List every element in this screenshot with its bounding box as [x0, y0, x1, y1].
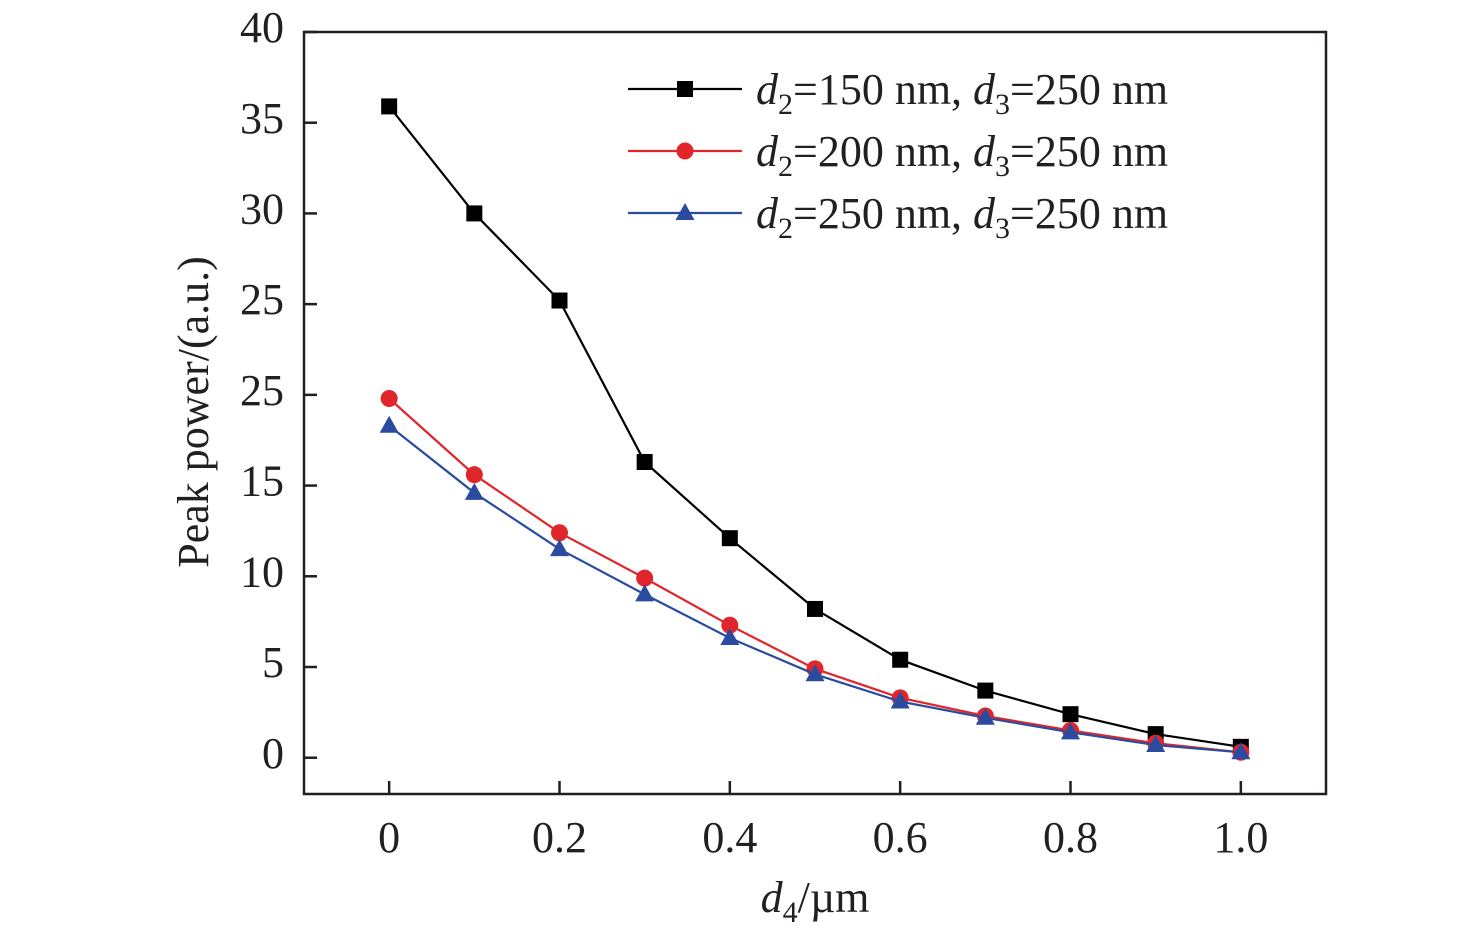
- data-point: [807, 601, 823, 617]
- x-axis-title-sub: 4: [783, 896, 798, 929]
- legend-entry: d2=150 nm, d3=250 nm: [628, 65, 1168, 121]
- data-point: [465, 483, 484, 500]
- legend-label-part: 2: [778, 212, 793, 245]
- legend-label-part: =150 nm,: [793, 65, 973, 114]
- legend-label-part: 3: [995, 212, 1010, 245]
- legend-label: d2=150 nm, d3=250 nm: [756, 65, 1168, 121]
- y-tick-label: 30: [240, 185, 284, 234]
- y-tick-label: 25: [240, 275, 284, 324]
- legend-marker: [676, 203, 695, 220]
- y-tick-label: 40: [240, 3, 284, 52]
- x-axis-title-unit: /µm: [798, 873, 870, 922]
- x-tick-label: 0.8: [1043, 813, 1098, 862]
- legend-label-part: 3: [995, 150, 1010, 183]
- legend-label-part: =250 nm: [1010, 189, 1168, 238]
- legend-label-part: d: [756, 189, 779, 238]
- data-point: [550, 539, 569, 556]
- data-point: [892, 652, 908, 668]
- legend-label-part: 3: [995, 88, 1010, 121]
- data-point: [977, 683, 993, 699]
- y-tick-label: 10: [240, 547, 284, 596]
- x-axis-title-var: d: [761, 873, 784, 922]
- legend-label-part: d: [756, 65, 779, 114]
- legend-marker: [677, 81, 693, 97]
- legend-entry: d2=250 nm, d3=250 nm: [628, 189, 1168, 245]
- series-circle: [381, 390, 1250, 761]
- series-line: [389, 399, 1241, 753]
- data-point: [635, 584, 654, 601]
- data-point: [466, 205, 482, 221]
- legend-label: d2=200 nm, d3=250 nm: [756, 127, 1168, 183]
- legend-label-part: =200 nm,: [793, 127, 973, 176]
- legend-label-part: =250 nm: [1010, 127, 1168, 176]
- data-point: [551, 524, 568, 541]
- data-point: [466, 466, 483, 483]
- legend-label-part: d: [973, 65, 996, 114]
- legend-label-part: d: [973, 189, 996, 238]
- y-tick-label: 25: [240, 366, 284, 415]
- x-tick-label: 0.6: [873, 813, 928, 862]
- line-chart: 05101525253035400 0.2 0.4 0.6 0.8 1.0 d2=150 …: [0, 0, 1476, 941]
- legend-label-part: 2: [778, 150, 793, 183]
- y-axis-title: Peak power/(a.u.): [169, 256, 218, 568]
- legend-label-part: 2: [778, 88, 793, 121]
- legend-marker: [677, 143, 694, 160]
- series-triangle: [380, 416, 1251, 760]
- y-tick-label: 35: [240, 94, 284, 143]
- data-point: [636, 570, 653, 587]
- data-point: [380, 416, 399, 433]
- data-point: [637, 454, 653, 470]
- data-point: [381, 98, 397, 114]
- x-tick-label: 0.2: [532, 813, 587, 862]
- y-tick-label: 15: [240, 457, 284, 506]
- legend-label-part: =250 nm: [1010, 65, 1168, 114]
- x-tick-label: 0.4: [702, 813, 757, 862]
- y-tick-label: 0: [262, 729, 284, 778]
- legend-label-part: d: [973, 127, 996, 176]
- data-point: [1063, 706, 1079, 722]
- legend-label-part: =250 nm,: [793, 189, 973, 238]
- series-line: [389, 426, 1241, 753]
- data-point: [552, 293, 568, 309]
- y-tick-label: 5: [262, 638, 284, 687]
- legend-entry: d2=200 nm, d3=250 nm: [628, 127, 1168, 183]
- data-point: [381, 390, 398, 407]
- legend-label: d2=250 nm, d3=250 nm: [756, 189, 1168, 245]
- x-tick-label: 1.0: [1213, 813, 1268, 862]
- x-axis-title: d4/µm: [761, 873, 870, 929]
- x-tick-label: 0: [378, 813, 400, 862]
- data-point: [722, 530, 738, 546]
- legend-label-part: d: [756, 127, 779, 176]
